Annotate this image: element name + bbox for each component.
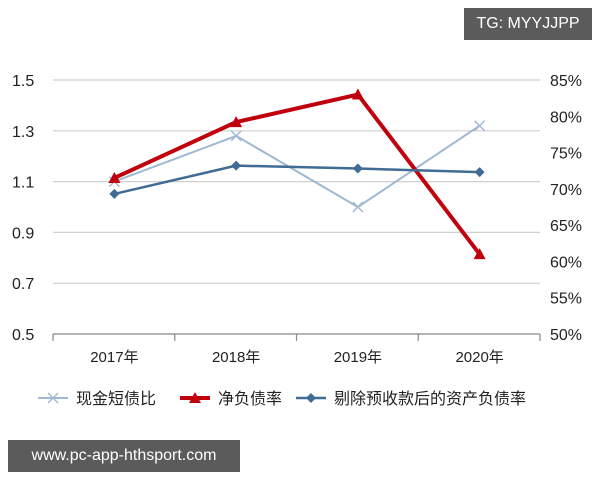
right-tick-label: 50%	[550, 327, 582, 344]
legend: 现金短债比 净负债率 剔除预收款后的资产负债率	[38, 390, 526, 408]
right-tick-label: 65%	[550, 218, 582, 235]
gridlines	[53, 79, 540, 284]
watermark-url: www.pc-app-hthsport.com	[8, 440, 240, 472]
legend-item: 剔除预收款后的资产负债率	[296, 390, 526, 408]
left-tick-label: 1.5	[12, 73, 34, 90]
left-tick-label: 0.7	[12, 276, 34, 293]
diamond-marker-icon	[109, 188, 120, 199]
right-tick-label: 75%	[550, 146, 582, 163]
legend-label: 现金短债比	[76, 390, 156, 408]
x-axis: 2017年 2018年 2019年 2020年	[52, 333, 541, 366]
left-tick-label: 1.3	[12, 124, 34, 141]
legend-label: 净负债率	[218, 390, 282, 408]
right-tick-label: 70%	[550, 182, 582, 199]
x-marker-icon	[474, 120, 486, 132]
diamond-marker-icon	[352, 163, 363, 174]
right-tick-label: 80%	[550, 109, 582, 126]
x-marker-icon	[230, 130, 242, 142]
diamond-marker-icon	[306, 393, 316, 403]
triangle-marker-icon	[230, 116, 243, 128]
left-tick-label: 0.9	[12, 225, 34, 242]
left-tick-label: 0.5	[12, 327, 34, 344]
right-tick-label: 55%	[550, 291, 582, 308]
x-marker-icon	[352, 201, 364, 213]
triangle-marker-icon	[351, 88, 364, 100]
right-y-axis: 85% 80% 75% 70% 65% 60% 55% 50%	[550, 73, 582, 344]
legend-label: 剔除预收款后的资产负债率	[334, 390, 526, 408]
legend-item: 现金短债比	[38, 390, 156, 408]
left-y-axis: 1.5 1.3 1.1 0.9 0.7 0.5	[12, 73, 34, 344]
x-tick-label: 2017年	[90, 349, 138, 366]
diamond-marker-icon	[231, 160, 242, 171]
triangle-marker-icon	[189, 392, 201, 403]
series-triangle	[108, 88, 486, 260]
series-diamond	[109, 160, 485, 199]
series-lines	[108, 88, 486, 260]
diamond-marker-icon	[474, 167, 485, 178]
legend-item: 净负债率	[180, 390, 282, 408]
x-tick-label: 2018年	[212, 349, 260, 366]
right-tick-label: 60%	[550, 254, 582, 271]
x-tick-label: 2019年	[334, 349, 382, 366]
triangle-marker-icon	[108, 171, 121, 183]
right-tick-label: 85%	[550, 73, 582, 90]
x-tick-label: 2020年	[455, 349, 503, 366]
watermark-tag: TG: MYYJJPP	[464, 8, 592, 40]
x-marker-icon	[47, 392, 59, 404]
triangle-marker-icon	[473, 248, 486, 260]
left-tick-label: 1.1	[12, 175, 34, 192]
